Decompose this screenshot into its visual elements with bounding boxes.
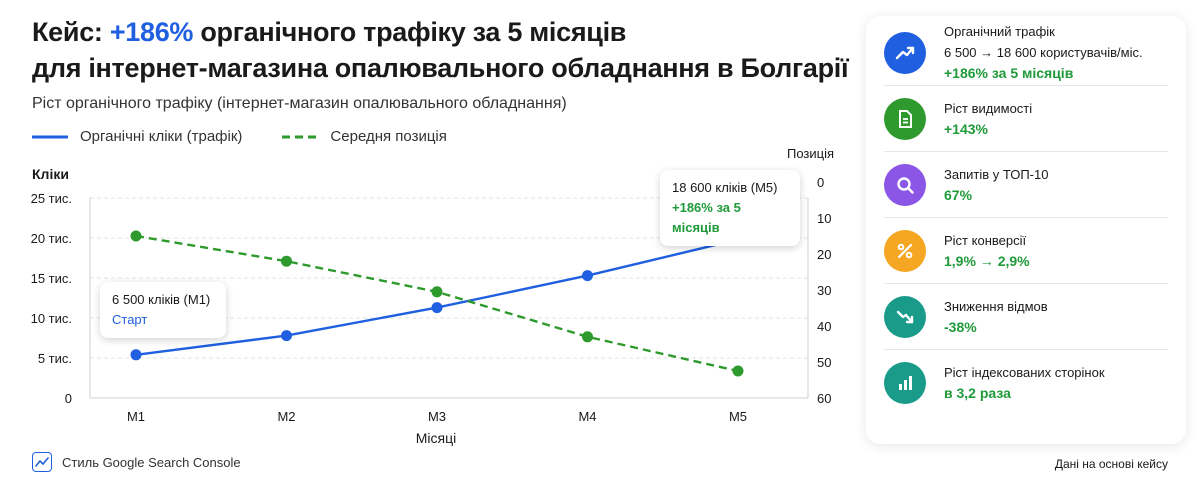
kpi-bounce: Зниження відмов -38% — [884, 284, 1168, 350]
chart-legend: Органічні кліки (трафік) Середня позиція — [32, 128, 487, 145]
kpi-conversion: Ріст конверсії 1,9% → 2,9% — [884, 218, 1168, 284]
trend-up-icon — [884, 31, 926, 74]
trend-down-icon — [884, 295, 926, 338]
tooltip-m1-text: 6 500 кліків (М1) — [112, 292, 211, 307]
kpi-title: Ріст видимості — [944, 100, 1033, 116]
y-left-tick-label: 5 тис. — [38, 351, 72, 366]
footer-style-text: Стиль Google Search Console — [62, 454, 241, 470]
headline-line-1: Кейс: +186% органічного трафіку за 5 міс… — [32, 14, 852, 50]
kpi-value: 67% — [944, 186, 973, 203]
tooltip-m5-text: 18 600 кліків (М5) — [672, 180, 778, 195]
headline: Кейс: +186% органічного трафіку за 5 міс… — [32, 14, 852, 86]
footer-style-note: Стиль Google Search Console — [32, 452, 241, 472]
y-right-tick-label: 0 — [817, 175, 824, 190]
kpi-detail: 6 500 → 18 600 користувачів/міс. — [944, 45, 1143, 60]
point-clicks — [431, 302, 443, 314]
kpi-value: +186% за 5 місяців — [944, 65, 1074, 81]
y-left-tick-label: 20 тис. — [31, 231, 72, 246]
point-clicks — [130, 349, 142, 361]
footer-source-note: Дані на основі кейсу — [1054, 457, 1168, 471]
tooltip-m5: 18 600 кліків (М5) +186% за 5 місяців — [660, 170, 800, 246]
percent-icon — [884, 229, 926, 272]
kpi-title: Запитів у ТОП-10 — [944, 166, 1049, 182]
kpi-title: Органічний трафік — [944, 24, 1055, 39]
y-left-tick-label: 25 тис. — [31, 191, 72, 206]
kpi-visibility: Ріст видимості +143% — [884, 86, 1168, 152]
tooltip-m1-sub: Старт — [112, 312, 148, 327]
y-left-tick-label: 0 — [65, 391, 72, 406]
y-right-tick-label: 50 — [817, 355, 831, 370]
legend-position-label: Середня позиція — [330, 128, 447, 145]
kpi-value: 1,9% → 2,9% — [944, 252, 1030, 269]
document-icon — [884, 97, 926, 140]
y-axis-right-title: Позиція — [787, 146, 835, 161]
x-axis-title: Місяці — [416, 430, 456, 446]
y-left-tick-label: 10 тис. — [31, 311, 72, 326]
kpi-organic-traffic: Органічний трафік 6 500 → 18 600 користу… — [884, 20, 1168, 86]
x-tick-label: М5 — [729, 409, 747, 424]
point-position — [130, 230, 142, 242]
x-tick-label: М4 — [578, 409, 596, 424]
x-tick-label: М2 — [277, 409, 295, 424]
kpi-panel: Органічний трафік 6 500 → 18 600 користу… — [866, 16, 1186, 444]
y-axis-left-title: Кліки — [32, 166, 69, 182]
chart-line-icon — [32, 452, 52, 472]
x-tick-label: М1 — [127, 409, 145, 424]
kpi-title: Ріст індексованих сторінок — [944, 365, 1105, 380]
y-left-tick-label: 15 тис. — [31, 271, 72, 286]
point-position — [281, 255, 292, 267]
point-clicks — [582, 270, 593, 282]
point-position — [582, 331, 593, 343]
search-icon — [884, 163, 926, 206]
y-right-tick-label: 30 — [817, 283, 831, 298]
point-clicks — [281, 330, 292, 342]
line-chart: 0 5 тис. 10 тис. 15 тис. 20 тис. 25 тис. 0 10 20… — [31, 175, 832, 446]
legend-item-clicks: Органічні кліки (трафік) — [32, 128, 242, 145]
kpi-title: Ріст конверсії — [944, 232, 1027, 248]
point-position — [431, 286, 443, 298]
kpi-value: в 3,2 раза — [944, 385, 1011, 401]
kpi-value: -38% — [944, 318, 977, 335]
kpi-value: +143% — [944, 120, 988, 137]
kpi-title: Зниження відмов — [944, 298, 1048, 314]
legend-dashed-line-icon — [282, 135, 319, 138]
y-right-tick-label: 40 — [817, 319, 831, 334]
headline-line1-rest: органічного трафіку за 5 місяців — [193, 17, 627, 47]
kpi-top10: Запитів у ТОП-10 67% — [884, 152, 1168, 218]
headline-accent: +186% — [109, 17, 194, 47]
kpi-indexed-pages: Ріст індексованих сторінок в 3,2 раза — [884, 350, 1168, 416]
y-right-tick-label: 60 — [817, 391, 831, 406]
headline-prefix: Кейс: — [32, 17, 110, 47]
chart-subtitle: Ріст органічного трафіку (інтернет-магаз… — [32, 95, 567, 112]
legend-item-position: Середня позиція — [282, 128, 447, 145]
bar-chart-icon — [884, 362, 926, 404]
tooltip-m1: 6 500 кліків (М1) Старт — [100, 282, 226, 338]
legend-solid-line-icon — [32, 135, 68, 138]
headline-line-2: для інтернет-магазина опалювального обла… — [32, 53, 849, 83]
tooltip-m5-sub: +186% за 5 місяців — [672, 200, 741, 235]
x-tick-label: М3 — [428, 409, 446, 424]
point-position — [732, 365, 744, 377]
legend-clicks-label: Органічні кліки (трафік) — [80, 128, 243, 145]
y-right-tick-label: 10 — [817, 211, 831, 226]
y-right-tick-label: 20 — [817, 247, 831, 262]
